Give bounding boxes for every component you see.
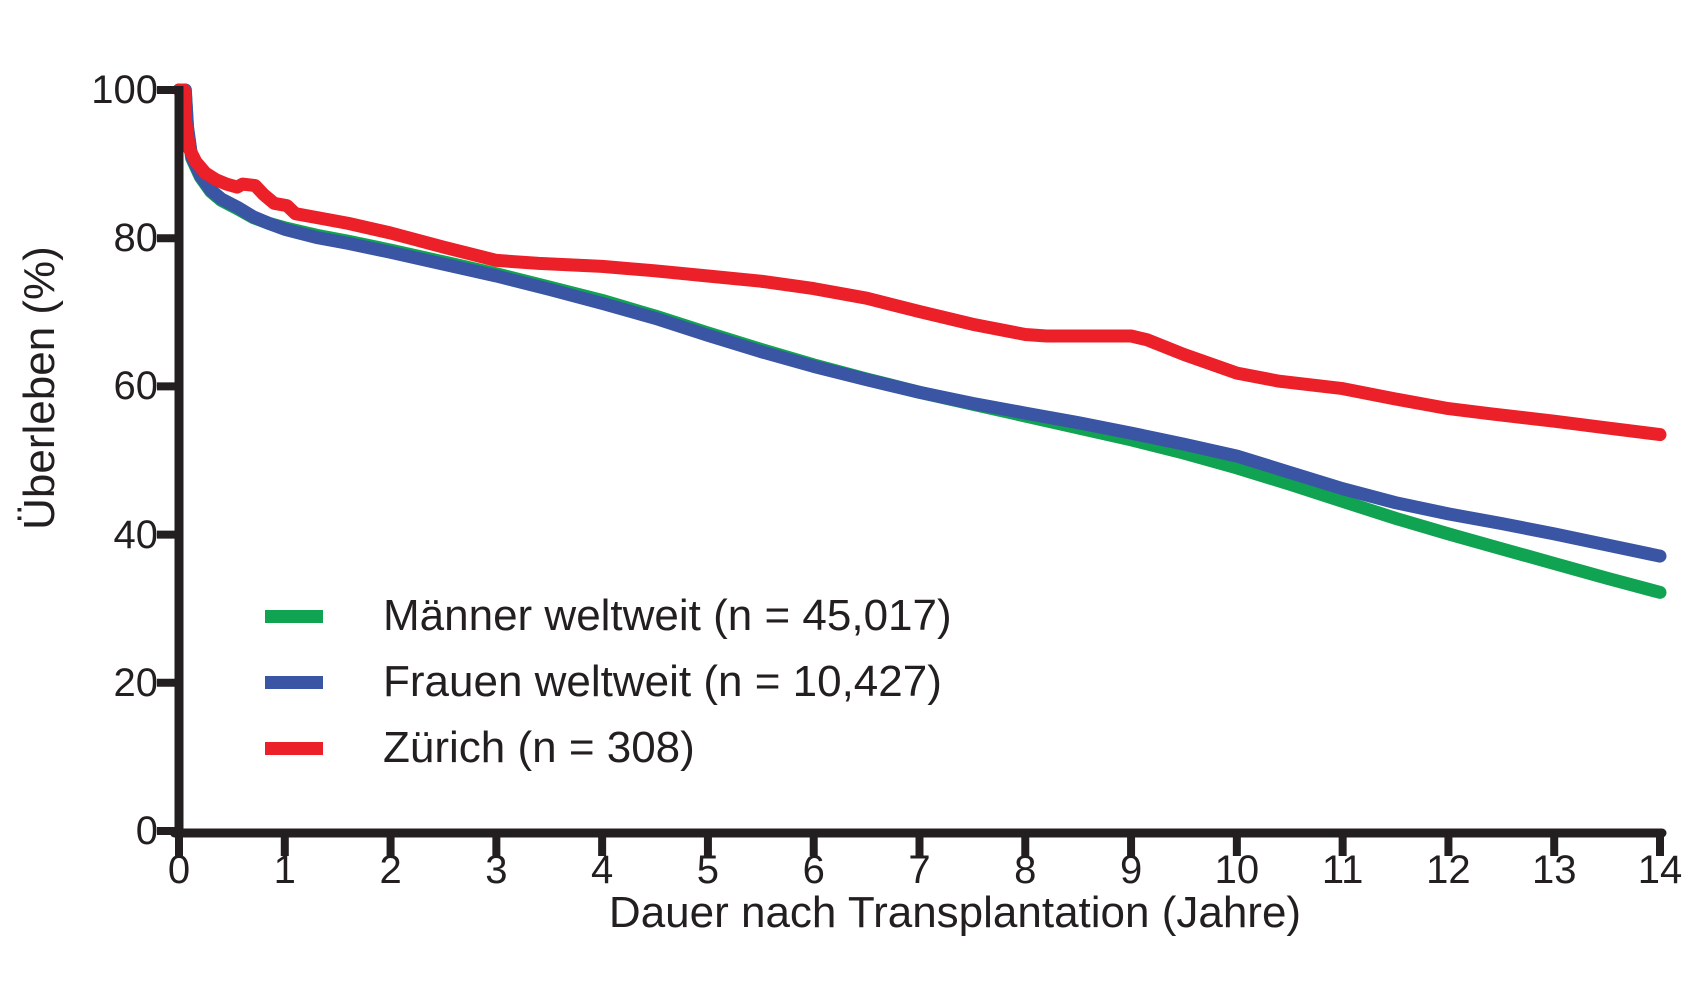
legend-swatch-red — [265, 741, 323, 755]
x-tick-label: 9 — [1119, 848, 1143, 892]
y-tick-label: 40 — [113, 512, 159, 557]
legend-item-maenner: Männer weltweit (n = 45,017) — [265, 583, 952, 649]
y-tick-label: 0 — [135, 809, 158, 853]
legend-label-frauen: Frauen weltweit (n = 10,427) — [383, 657, 942, 706]
legend: Männer weltweit (n = 45,017) Frauen welt… — [265, 583, 952, 781]
series-line-frauen-weltweit — [172, 83, 1667, 563]
x-tick-label: 12 — [1426, 848, 1471, 892]
series-line-zuerich — [172, 83, 1667, 442]
x-tick-label: 3 — [485, 848, 508, 892]
legend-item-frauen: Frauen weltweit (n = 10,427) — [265, 649, 952, 715]
x-tick-label: 1 — [273, 848, 296, 892]
y-tick-label: 60 — [113, 364, 159, 409]
x-tick-label: 7 — [908, 848, 931, 892]
x-tick-label: 4 — [591, 848, 614, 892]
x-tick-label: 11 — [1321, 848, 1364, 892]
legend-label-maenner: Männer weltweit (n = 45,017) — [383, 591, 952, 640]
legend-swatch-green — [265, 609, 323, 623]
legend-swatch-blue — [265, 675, 323, 689]
y-tick-label: 80 — [113, 216, 159, 261]
legend-item-zuerich: Zürich (n = 308) — [265, 715, 952, 781]
y-tick-label: 20 — [113, 660, 159, 705]
legend-label-zuerich: Zürich (n = 308) — [383, 723, 695, 772]
x-tick-label: 13 — [1531, 848, 1577, 892]
x-tick-label: 5 — [696, 848, 720, 892]
x-tick-label: 14 — [1637, 848, 1683, 892]
x-tick-label: 6 — [802, 848, 825, 892]
y-tick-label: 100 — [91, 68, 158, 112]
x-tick-label: 8 — [1014, 848, 1037, 892]
x-tick-label: 10 — [1214, 848, 1260, 892]
x-axis-title: Dauer nach Transplantation (Jahre) — [608, 888, 1302, 937]
x-tick-label: 2 — [379, 848, 402, 892]
x-tick-label: 0 — [167, 848, 191, 892]
